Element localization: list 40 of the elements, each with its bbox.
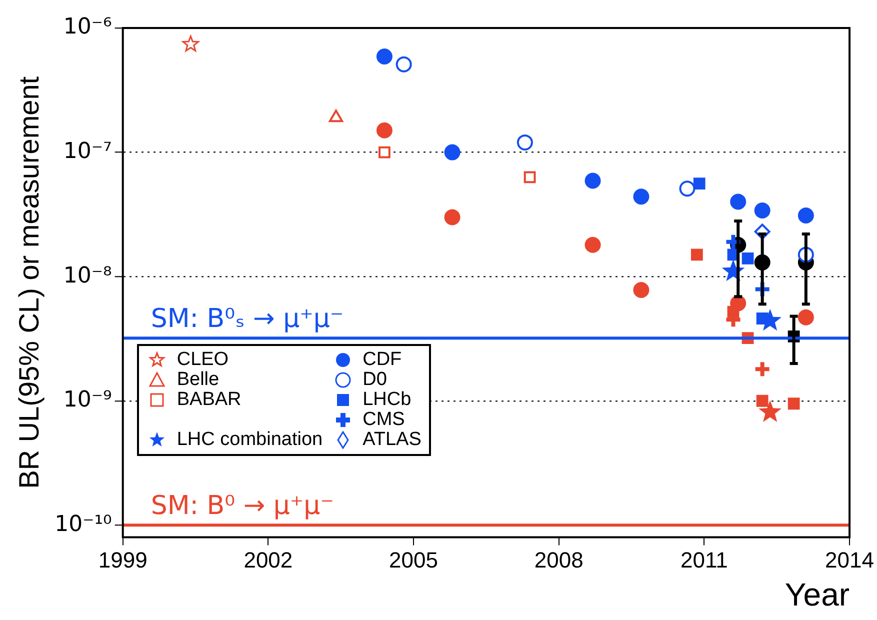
x-tick-label: 2014 (825, 547, 874, 572)
point (516, 134, 533, 150)
x-tick-label: 2008 (534, 547, 584, 572)
legend-label: ATLAS (362, 428, 422, 450)
point (524, 171, 536, 184)
legend-label: Belle (176, 368, 220, 390)
y-tick-label: 10⁻⁶ (63, 14, 112, 40)
legend-label: D0 (362, 368, 388, 390)
legend-label: CMS (362, 408, 406, 430)
x-tick-label: 2002 (244, 547, 293, 572)
point (584, 172, 601, 189)
point (730, 194, 746, 210)
point (679, 180, 696, 197)
point (690, 248, 703, 261)
point (754, 202, 770, 219)
ref-line-label: SM: B⁰ → μ⁺μ⁻ (150, 490, 334, 521)
point (378, 146, 390, 158)
legend-label: CDF (362, 348, 403, 370)
point (788, 398, 800, 410)
legend-label: LHCb (362, 388, 412, 410)
y-tick-label: 10⁻⁷ (63, 139, 112, 164)
y-tick-label: 10⁻⁹ (63, 388, 112, 413)
x-tick-label: 1999 (98, 547, 148, 572)
point (444, 144, 460, 160)
x-tick-label: 2005 (389, 547, 438, 572)
point (756, 394, 768, 407)
y-tick-label: 10⁻⁸ (63, 263, 112, 288)
point (798, 208, 814, 224)
legend-label: CLEO (176, 348, 230, 370)
x-axis-title: Year (784, 576, 850, 613)
point (633, 188, 650, 205)
point (396, 56, 412, 72)
y-axis-title: BR UL(95% CL) or measurement (14, 76, 45, 489)
point (376, 48, 392, 64)
x-tick-label: 2011 (680, 547, 728, 572)
point (182, 36, 200, 52)
legend-label: BABAR (176, 388, 242, 410)
y-tick-label: 10⁻¹⁰ (54, 512, 112, 537)
ref-line-label: SM: B⁰ₛ → μ⁺μ⁻ (150, 304, 344, 334)
legend-label: LHC combination (176, 428, 323, 450)
